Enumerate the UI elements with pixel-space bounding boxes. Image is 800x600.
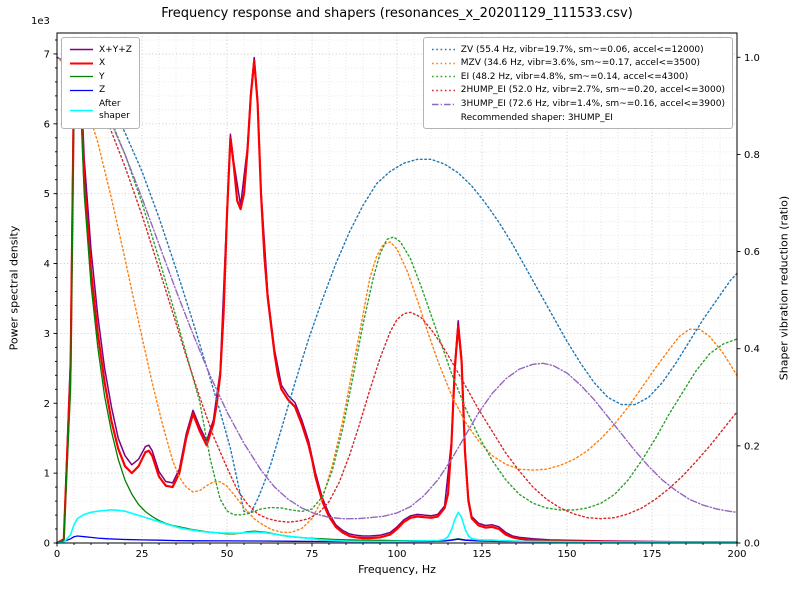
svg-text:125: 125 — [472, 549, 491, 560]
psd-legend-label: After shaper — [99, 99, 130, 122]
psd-legend: X+Y+Z X Y Z After shaper — [61, 37, 140, 129]
svg-text:6: 6 — [44, 119, 50, 130]
x-axis-label: Frequency, Hz — [358, 563, 436, 576]
legend-line-sample — [431, 48, 455, 51]
svg-text:200: 200 — [727, 549, 746, 560]
psd-legend-label: Y — [99, 71, 105, 82]
shaper-legend-item-2HUMP_EI: 2HUMP_EI (52.0 Hz, vibr=2.7%, sm~=0.20, … — [431, 84, 725, 96]
legend-line-sample — [70, 62, 93, 65]
shaper-legend: ZV (55.4 Hz, vibr=19.7%, sm~=0.06, accel… — [422, 37, 733, 130]
svg-text:1.0: 1.0 — [744, 53, 760, 64]
shaper-legend-label: 3HUMP_EI (72.6 Hz, vibr=1.4%, sm~=0.16, … — [460, 99, 725, 110]
svg-text:0.0: 0.0 — [744, 539, 760, 550]
shaper-legend-item-EI: EI (48.2 Hz, vibr=4.8%, sm~=0.14, accel<… — [431, 71, 725, 83]
svg-text:7: 7 — [44, 49, 50, 60]
shaper-line-2HUMP_EI — [56, 56, 738, 523]
svg-text:5: 5 — [44, 189, 50, 200]
shaper-legend-item-ZV: ZV (55.4 Hz, vibr=19.7%, sm~=0.06, accel… — [431, 44, 725, 56]
shaper-legend-label: EI (48.2 Hz, vibr=4.8%, sm~=0.14, accel<… — [460, 71, 689, 82]
shaper-legend-label: ZV (55.4 Hz, vibr=19.7%, sm~=0.06, accel… — [460, 44, 704, 55]
legend-line-sample — [431, 62, 455, 64]
shaper-legend-item-3HUMP_EI: 3HUMP_EI (72.6 Hz, vibr=1.4%, sm~=0.16, … — [431, 98, 725, 110]
shaper-line-ZV — [56, 56, 738, 514]
svg-text:150: 150 — [557, 549, 576, 560]
svg-text:0: 0 — [54, 549, 60, 560]
legend-line-sample — [431, 89, 455, 92]
svg-text:0.6: 0.6 — [744, 247, 760, 258]
psd-legend-item-after: After shaper — [69, 98, 132, 122]
psd-legend-item-z: Z — [69, 84, 132, 96]
svg-text:0.2: 0.2 — [744, 441, 760, 452]
shaper-legend-label: 2HUMP_EI (52.0 Hz, vibr=2.7%, sm~=0.20, … — [460, 85, 725, 96]
psd-legend-label: Z — [99, 85, 106, 96]
psd-legend-item-x: X — [69, 57, 132, 69]
svg-text:3: 3 — [44, 329, 50, 340]
svg-text:75: 75 — [306, 549, 319, 560]
svg-text:25: 25 — [136, 549, 149, 560]
psd-line-x — [55, 59, 739, 545]
legend-line-sample — [431, 103, 455, 105]
shaper-legend-item-MZV: MZV (34.6 Hz, vibr=3.6%, sm~=0.17, accel… — [431, 57, 725, 69]
legend-line-sample — [70, 76, 93, 78]
psd-line-z — [56, 535, 738, 544]
svg-text:4: 4 — [44, 259, 50, 270]
shaper-curves — [56, 56, 738, 533]
recommended-shaper-note: Recommended shaper: 3HUMP_EI — [460, 113, 613, 124]
psd-curves — [55, 53, 739, 545]
svg-text:100: 100 — [387, 549, 406, 560]
svg-text:175: 175 — [642, 549, 661, 560]
svg-text:0.4: 0.4 — [744, 344, 760, 355]
chart-title: Frequency response and shapers (resonanc… — [161, 6, 633, 21]
svg-text:2: 2 — [44, 399, 50, 410]
svg-text:0: 0 — [44, 539, 50, 550]
shaper-line-MZV — [56, 56, 738, 533]
left-axis-label: Power spectral density — [7, 225, 21, 351]
svg-text:0.8: 0.8 — [744, 150, 760, 161]
psd-legend-item-xyz: X+Y+Z — [69, 44, 132, 56]
psd-legend-label: X — [99, 58, 106, 69]
psd-line-after — [56, 508, 738, 544]
legend-line-sample — [70, 48, 93, 51]
psd-legend-label: X+Y+Z — [99, 44, 132, 55]
svg-text:1: 1 — [44, 469, 50, 480]
left-axis-offset-text: 1e3 — [31, 16, 50, 27]
legend-line-sample — [70, 89, 93, 92]
psd-line-xyz — [56, 53, 738, 544]
shaper-line-EI — [56, 56, 738, 516]
psd-legend-item-y: Y — [69, 71, 132, 83]
legend-line-sample — [431, 76, 455, 78]
legend-line-sample — [70, 109, 93, 112]
axis-ticks — [53, 39, 741, 547]
shaper-legend-label: MZV (34.6 Hz, vibr=3.6%, sm~=0.17, accel… — [460, 58, 700, 69]
right-axis-label: Shaper vibration reduction (ratio) — [777, 195, 791, 381]
tick-labels: 0 25 50 75 100 125 150 175 200 0 1 2 3 4 5 6 7 0.0 0.2 0.4 0… — [44, 49, 760, 560]
grid-major — [57, 33, 737, 543]
shaper-line-3HUMP_EI — [56, 56, 738, 520]
svg-text:50: 50 — [221, 549, 234, 560]
